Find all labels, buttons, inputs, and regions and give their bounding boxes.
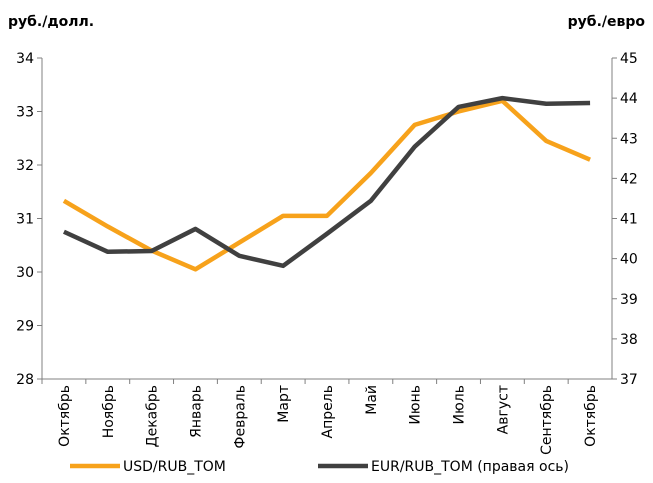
y-tick-label: 32 xyxy=(16,158,34,174)
y2-tick-label: 37 xyxy=(620,372,638,388)
y-tick-label: 33 xyxy=(16,105,34,121)
y-axis-label: руб./долл. xyxy=(8,14,94,30)
y-tick-label: 28 xyxy=(16,372,34,388)
y2-tick-label: 44 xyxy=(620,91,638,107)
x-tick-label: Март xyxy=(276,385,292,423)
series-line xyxy=(62,98,591,272)
y2-tick-label: 38 xyxy=(620,332,638,348)
y2-tick-label: 43 xyxy=(620,131,638,147)
y-tick-label: 31 xyxy=(16,212,34,228)
x-tick-label: Декабрь xyxy=(145,385,161,447)
series-line xyxy=(62,95,591,269)
y2-tick-label: 45 xyxy=(620,51,638,67)
x-tick-label: Июль xyxy=(452,385,468,424)
y-tick-label: 34 xyxy=(16,51,34,67)
x-tick-label: Январь xyxy=(188,385,204,438)
x-tick-label: Сентябрь xyxy=(539,385,555,455)
x-tick-label: Ноябрь xyxy=(101,385,117,438)
x-tick-label: Октябрь xyxy=(57,385,73,447)
y-tick-label: 30 xyxy=(16,265,34,281)
legend-label: USD/RUB_TOM xyxy=(123,459,226,475)
y2-tick-label: 41 xyxy=(620,212,638,228)
x-tick-label: Октябрь xyxy=(583,385,599,447)
x-tick-label: Август xyxy=(495,385,511,434)
x-tick-label: Февраль xyxy=(232,385,248,449)
x-tick-label: Май xyxy=(364,385,380,415)
y2-tick-label: 40 xyxy=(620,252,638,268)
y2-tick-label: 42 xyxy=(620,171,638,187)
y2-tick-label: 39 xyxy=(620,292,638,308)
y2-axis-label: руб./евро xyxy=(568,14,646,30)
x-tick-label: Апрель xyxy=(320,385,336,438)
x-tick-label: Июнь xyxy=(408,385,424,425)
y-tick-label: 29 xyxy=(16,319,34,335)
legend-label: EUR/RUB_TOM (правая ось) xyxy=(371,459,569,475)
